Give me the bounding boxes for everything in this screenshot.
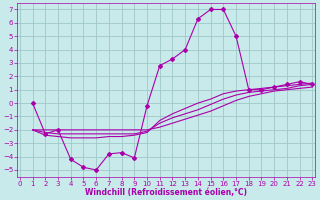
X-axis label: Windchill (Refroidissement éolien,°C): Windchill (Refroidissement éolien,°C) — [85, 188, 247, 197]
